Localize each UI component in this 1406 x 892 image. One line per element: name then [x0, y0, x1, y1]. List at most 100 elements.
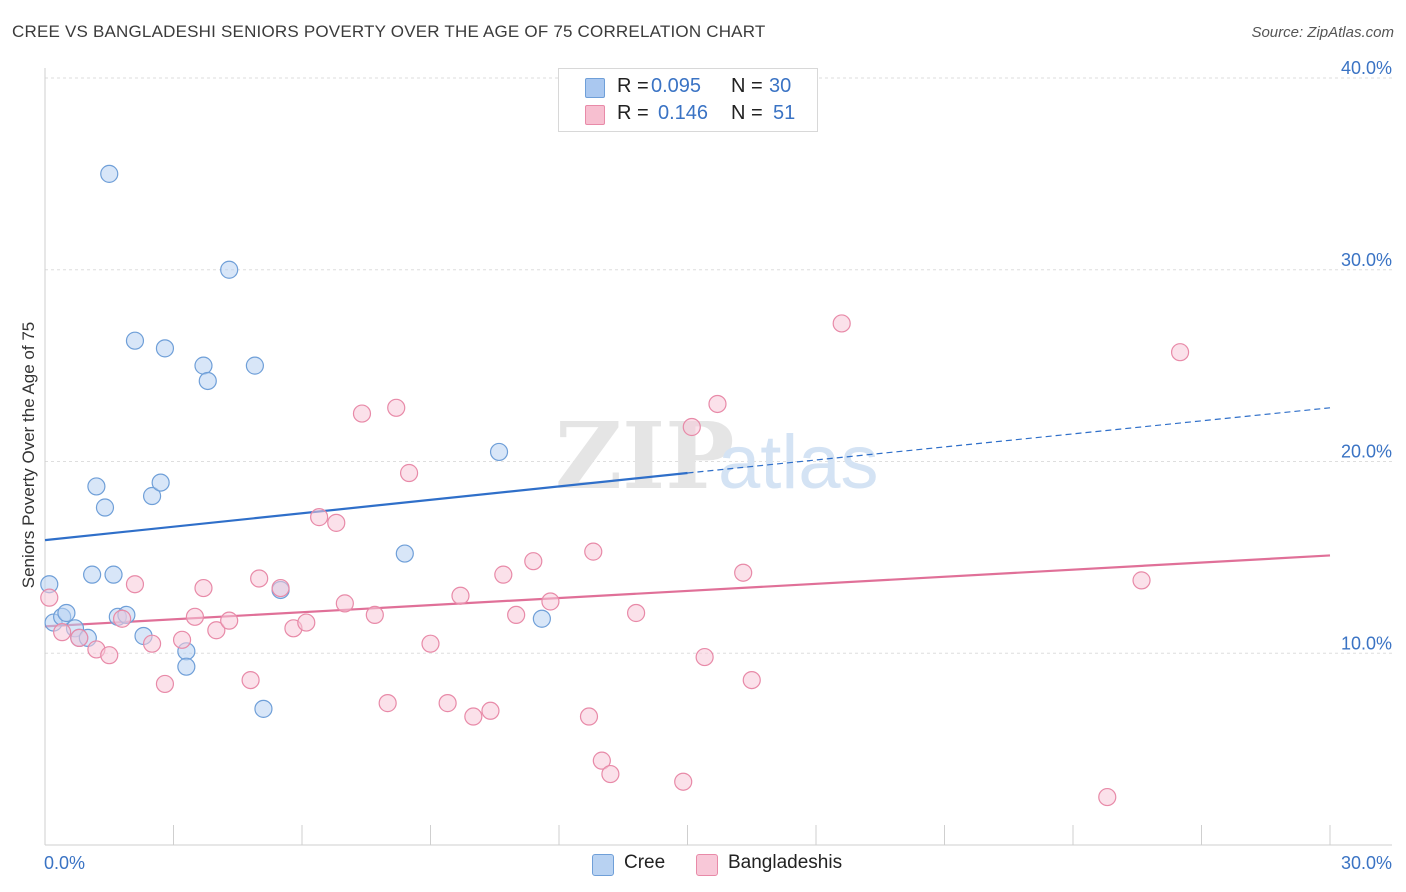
cree-point — [125, 331, 145, 350]
bangladeshis-point — [220, 611, 239, 630]
y-tick-label: 20.0% — [1341, 442, 1392, 462]
bangladeshis-point — [682, 417, 701, 437]
bangladeshis-point — [438, 694, 457, 713]
bangladeshis-point — [70, 628, 89, 648]
chart-title: CREE VS BANGLADESHI SENIORS POVERTY OVER… — [12, 22, 766, 41]
bangladeshis-point — [1098, 787, 1117, 807]
legend-swatch-bangladeshis — [585, 105, 605, 125]
bangladeshis-point — [194, 578, 213, 598]
bangladeshis-point — [708, 394, 727, 414]
bangladeshis-point — [310, 508, 329, 527]
bangladeshis-point — [112, 609, 132, 628]
bangladeshis-point — [387, 398, 406, 417]
bangladeshis-point — [626, 603, 646, 623]
cree-point — [532, 609, 551, 628]
bangladeshis-point — [832, 314, 851, 333]
cree-point — [83, 565, 102, 584]
axes — [44, 68, 1392, 846]
cree-trend-extension — [687, 407, 1331, 474]
bangladeshis-point — [297, 613, 316, 632]
bangladeshis-point — [734, 563, 753, 582]
legend-r-label: R = — [617, 102, 649, 124]
trend-lines — [44, 407, 1331, 628]
x-tick-label: 30.0% — [1341, 853, 1392, 873]
series-swatch-cree — [592, 854, 614, 876]
y-tick-label: 10.0% — [1341, 633, 1392, 653]
bangladeshis-point — [541, 592, 560, 611]
bangladeshis-point — [365, 605, 384, 625]
correlation-legend: R = 0.095 N = 30 R = 0.146 N = 51 — [558, 68, 818, 132]
bangladeshis-point — [271, 578, 290, 598]
legend-r-value: 0.146 — [658, 102, 709, 124]
cree-point — [194, 356, 213, 375]
cree-point — [104, 565, 123, 584]
bangladeshis-point — [241, 670, 260, 690]
bangladeshis-point — [207, 621, 226, 640]
bangladeshis-point — [399, 463, 419, 483]
legend-r-label: R = — [617, 75, 649, 97]
y-tick-label: 40.0% — [1341, 58, 1392, 78]
watermark-atlas: atlas — [718, 420, 879, 505]
cree-point — [198, 371, 217, 391]
y-tick-label: 30.0% — [1341, 250, 1392, 270]
data-points — [40, 164, 1190, 807]
series-legend: Cree Bangladeshis — [0, 852, 1406, 878]
cree-point — [395, 544, 414, 563]
cree-point — [245, 356, 264, 375]
bangladeshis-point — [674, 772, 693, 791]
bangladeshis-point — [601, 764, 620, 784]
bangladeshis-point — [579, 707, 599, 726]
legend-row-cree: R = 0.095 N = 30 — [559, 75, 817, 101]
bangladeshis-point — [421, 634, 440, 653]
cree-point — [95, 498, 115, 517]
bangladeshis-point — [142, 634, 162, 653]
watermark-zip: ZIP — [555, 402, 734, 510]
legend-swatch-cree — [585, 78, 605, 98]
bangladeshis-point — [695, 647, 714, 667]
cree-point — [151, 473, 170, 492]
grid-lines — [45, 77, 1392, 654]
bangladeshis-point — [507, 605, 526, 625]
source-label: Source: ZipAtlas.com — [1251, 24, 1394, 41]
bangladeshis-point — [335, 594, 354, 613]
series-label-cree: Cree — [624, 852, 666, 873]
cree-point — [100, 164, 119, 183]
cree-point — [220, 260, 239, 279]
bangladeshis-point — [327, 513, 346, 532]
bangladeshis-point — [742, 670, 761, 690]
bangladeshis-point — [464, 707, 483, 726]
bangladeshis-trend-line — [44, 554, 1331, 628]
bangladeshis-point — [185, 607, 205, 626]
series-label-bangladeshis: Bangladeshis — [728, 852, 843, 873]
cree-point — [57, 603, 76, 623]
bangladeshis-point — [592, 751, 611, 770]
legend-n-value: 51 — [773, 102, 796, 124]
cree-point — [177, 657, 196, 676]
bangladeshis-point — [451, 586, 470, 605]
bangladeshis-point — [155, 674, 175, 694]
bangladeshis-point — [125, 575, 145, 594]
series-swatch-bangladeshis — [696, 854, 718, 876]
legend-r-value: 0.095 — [651, 75, 702, 97]
bangladeshis-point — [172, 630, 192, 649]
legend-n-value: 30 — [769, 75, 792, 97]
legend-row-bangladeshis: R = 0.146 N = 51 — [559, 102, 817, 128]
bangladeshis-point — [250, 569, 269, 588]
bangladeshis-point — [378, 694, 397, 713]
cree-point — [155, 339, 175, 358]
cree-point — [87, 477, 106, 496]
legend-n-label: N = — [731, 102, 763, 124]
bangladeshis-point — [481, 701, 500, 720]
bangladeshis-point — [494, 565, 513, 584]
cree-point — [489, 442, 509, 462]
bangladeshis-point — [1132, 571, 1151, 590]
cree-point — [142, 486, 162, 506]
watermark: ZIP atlas — [555, 402, 879, 510]
bangladeshis-point — [40, 588, 59, 607]
tick-labels: 10.0% 20.0% 30.0% 40.0% 0.0% 30.0% — [44, 58, 1392, 873]
y-axis-label: Seniors Poverty Over the Age of 75 — [19, 322, 38, 588]
cree-point — [254, 699, 273, 718]
bangladeshis-point — [524, 552, 543, 571]
x-tick-label: 0.0% — [44, 853, 85, 873]
